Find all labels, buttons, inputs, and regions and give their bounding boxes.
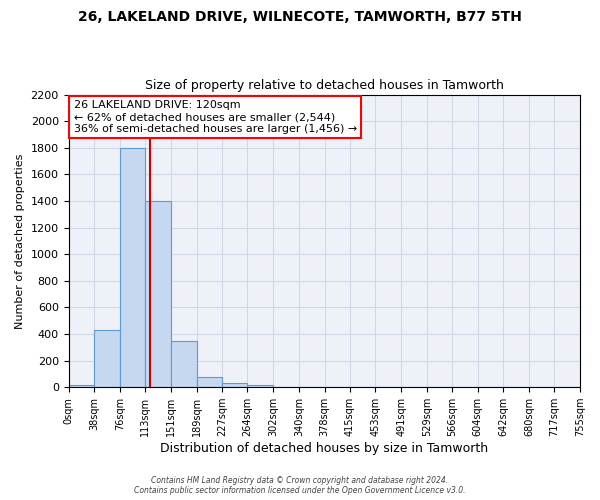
X-axis label: Distribution of detached houses by size in Tamworth: Distribution of detached houses by size … (160, 442, 488, 455)
Bar (223, 383, 247, 387)
Bar (68, 384, 94, 387)
Text: 26 LAKELAND DRIVE: 120sqm
← 62% of detached houses are smaller (2,544)
36% of se: 26 LAKELAND DRIVE: 120sqm ← 62% of detac… (74, 100, 357, 134)
Bar (120, 148, 145, 387)
Bar (145, 201, 171, 387)
Text: 26, LAKELAND DRIVE, WILNECOTE, TAMWORTH, B77 5TH: 26, LAKELAND DRIVE, WILNECOTE, TAMWORTH,… (78, 10, 522, 24)
Y-axis label: Number of detached properties: Number of detached properties (15, 153, 25, 328)
Title: Size of property relative to detached houses in Tamworth: Size of property relative to detached ho… (145, 79, 504, 92)
Bar (247, 385, 273, 387)
Bar (197, 376, 223, 387)
Bar (171, 340, 197, 387)
Bar (94, 330, 120, 387)
Text: Contains HM Land Registry data © Crown copyright and database right 2024.
Contai: Contains HM Land Registry data © Crown c… (134, 476, 466, 495)
